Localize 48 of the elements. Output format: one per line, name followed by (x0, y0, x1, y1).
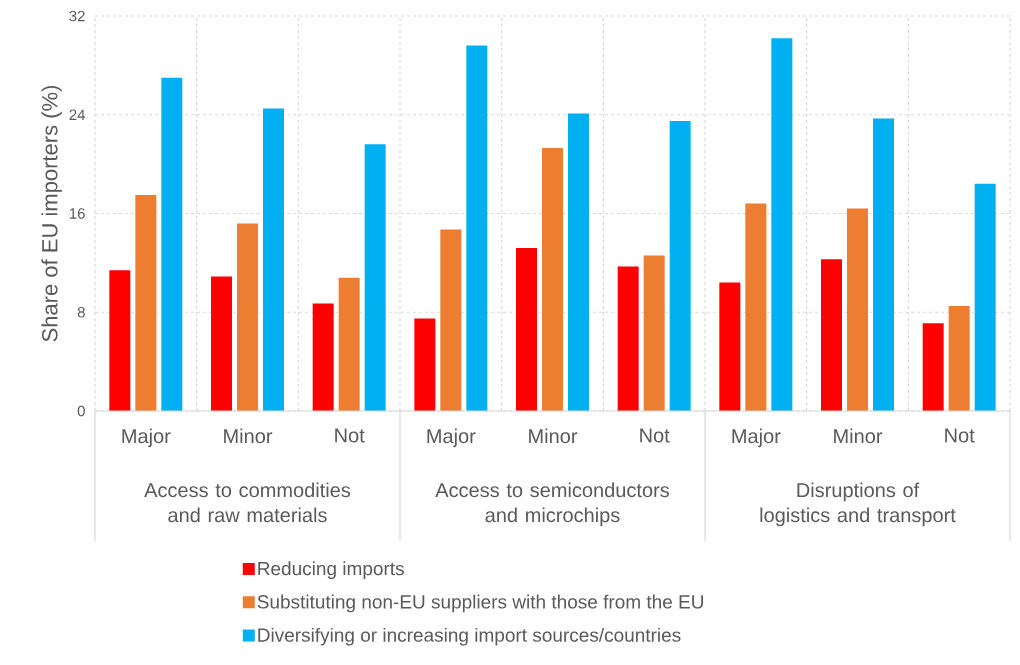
x-tick-label: Major (427, 428, 476, 448)
bar (948, 306, 970, 411)
bar (745, 203, 767, 411)
text: Disruptions of logistics and transport (760, 482, 956, 527)
x-tick-label: Minor (834, 428, 883, 444)
bar (135, 194, 157, 411)
bar (414, 318, 436, 411)
bar (161, 77, 183, 411)
y-tick-label: 32 (69, 10, 85, 22)
x-tick-label: Major (732, 428, 781, 448)
bar (516, 248, 538, 411)
bar (771, 38, 793, 411)
bar (568, 113, 589, 411)
legend-label: Reducing imports (258, 561, 404, 580)
bar (364, 144, 386, 411)
bar (719, 282, 741, 411)
bar (643, 255, 665, 411)
y-tick-label: 0 (77, 405, 85, 417)
bar (922, 323, 944, 411)
bar (211, 276, 232, 411)
bar (338, 277, 360, 411)
y-tick-label: 8 (77, 306, 85, 318)
bar (821, 259, 843, 411)
legend-label: Substituting non-EU suppliers with those from the EU (257, 594, 703, 613)
text: Access to semiconductors and microchips (435, 482, 669, 527)
bar (440, 229, 462, 411)
x-tick-label: Minor (224, 428, 273, 444)
bar (847, 208, 869, 411)
x-tick-label: Not (335, 428, 365, 443)
x-tick-label: Minor (529, 428, 578, 444)
bar (263, 108, 284, 411)
x-tick-label: Not (945, 428, 975, 443)
bar (466, 45, 488, 411)
text: Access to commodities and raw materials (144, 482, 351, 523)
bar (669, 120, 691, 411)
bar (312, 303, 334, 411)
bar (542, 148, 564, 411)
x-tick-label: Major (122, 428, 171, 448)
bar (617, 266, 639, 411)
bar (974, 183, 996, 411)
bar (873, 118, 895, 411)
y-tick-label: 24 (69, 109, 86, 120)
bar (109, 270, 131, 411)
y-tick-label: 16 (69, 208, 85, 219)
bar (237, 223, 258, 411)
y-axis-title: Share of EU importers (%) (41, 85, 62, 342)
x-tick-label: Not (640, 428, 670, 443)
legend-label: Diversifying or increasing import sources/countries (258, 627, 681, 646)
